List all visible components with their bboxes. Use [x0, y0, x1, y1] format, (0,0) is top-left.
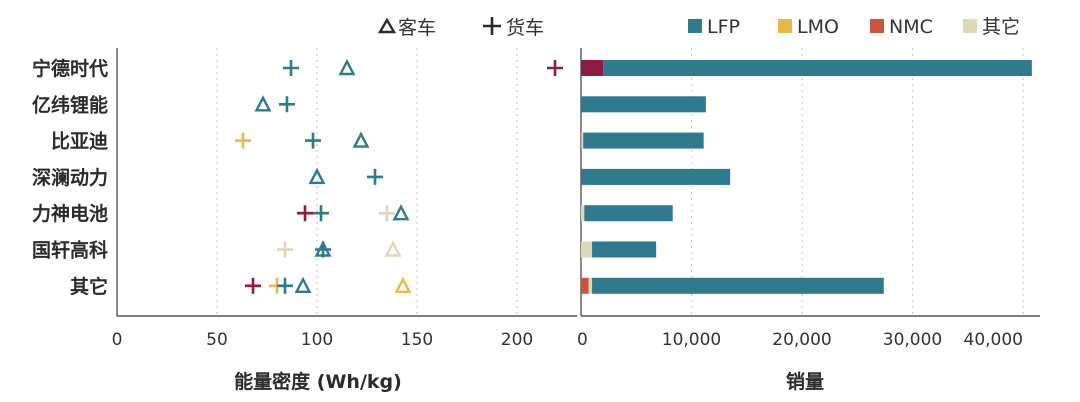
chemistry-legend: LFP LMO NMC 其它 — [688, 16, 1020, 38]
bar-x-tick-labels: 0 10,000 20,000 30,000 40,000 — [577, 330, 1023, 350]
plus-legend-icon — [483, 17, 501, 35]
bar-x-tick: 30,000 — [883, 330, 942, 350]
triangle-point — [294, 276, 312, 293]
plus-point — [367, 168, 383, 185]
legend-swatch — [963, 19, 977, 33]
triangle-point — [338, 58, 356, 76]
triangle-point — [392, 204, 410, 221]
legend-label: LMO — [797, 16, 839, 38]
bar-x-tick: 10,000 — [662, 330, 721, 350]
scatter-gridlines — [216, 48, 518, 316]
legend-swatch — [870, 19, 884, 33]
bar-segment — [581, 132, 583, 149]
bar-segment — [583, 132, 704, 149]
scatter-x-tick: 50 — [206, 330, 228, 350]
plus-point — [277, 277, 293, 294]
scatter-points — [235, 58, 563, 294]
marker-legend: 客车 货车 — [377, 17, 544, 39]
plus-point — [279, 96, 295, 113]
bar-segment — [581, 205, 585, 222]
legend-swatch — [778, 19, 792, 33]
bar-segment — [581, 60, 604, 76]
scatter-x-tick: 100 — [301, 330, 333, 350]
bar-x-tick: 40,000 — [964, 330, 1023, 350]
bar-segment — [581, 277, 589, 294]
category-label: 力神电池 — [32, 202, 108, 225]
plus-point — [305, 132, 321, 149]
triangle-legend-icon — [377, 17, 397, 34]
scatter-x-tick: 200 — [501, 330, 533, 350]
plus-point — [313, 205, 329, 222]
triangle-point — [394, 276, 412, 293]
plus-point — [547, 60, 563, 76]
bar-segment — [581, 168, 731, 185]
plus-point — [245, 277, 261, 294]
legend-swatch — [688, 19, 702, 33]
bar-segment — [592, 277, 884, 294]
scatter-x-tick-labels: 0 50 100 150 200 — [112, 330, 534, 350]
category-label: 宁德时代 — [32, 57, 108, 80]
legend-label: LFP — [707, 16, 740, 38]
scatter-x-tick: 150 — [401, 330, 433, 350]
triangle-point — [314, 240, 332, 257]
legend-label-bus: 客车 — [398, 17, 436, 39]
category-label: 亿纬锂能 — [32, 93, 108, 116]
bar-segment — [592, 241, 657, 258]
category-label: 国轩高科 — [32, 239, 108, 262]
plus-point — [297, 205, 313, 222]
triangle-point — [254, 95, 272, 112]
bar-segment — [584, 205, 673, 222]
plus-point — [277, 241, 293, 258]
bar-segment — [581, 241, 593, 258]
bar-segment — [581, 96, 706, 113]
legend-label-truck: 货车 — [506, 17, 544, 39]
bar-segment — [582, 132, 584, 149]
bar-x-tick: 0 — [577, 330, 588, 350]
bar-segment — [588, 277, 593, 294]
bar-segment — [603, 60, 1032, 76]
scatter-x-axis-title: 能量密度 (Wh/kg) — [234, 370, 402, 393]
bar-series — [581, 60, 1032, 294]
bar-x-axis-title: 销量 — [786, 370, 824, 393]
triangle-point — [384, 240, 402, 257]
triangle-point — [308, 167, 326, 185]
category-label: 比亚迪 — [51, 131, 108, 153]
legend-label: NMC — [889, 16, 933, 38]
bar-gridlines — [690, 48, 1024, 316]
plus-point — [235, 132, 251, 149]
category-label: 深澜动力 — [32, 166, 108, 189]
scatter-x-tick: 0 — [112, 330, 123, 350]
legend-label: 其它 — [982, 16, 1020, 38]
triangle-point — [352, 131, 370, 148]
plus-point — [379, 205, 395, 222]
category-label: 其它 — [70, 275, 108, 298]
bar-x-tick: 20,000 — [772, 330, 831, 350]
plus-point — [283, 60, 299, 76]
